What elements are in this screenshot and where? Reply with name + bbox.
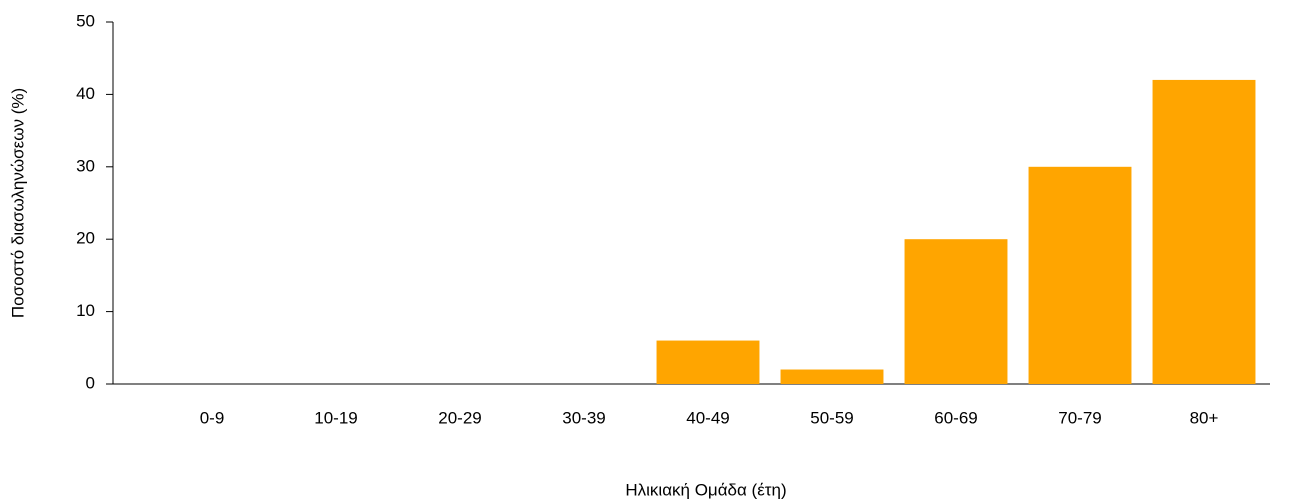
bar [904,239,1008,384]
bar [656,340,760,384]
bar [780,369,884,384]
x-tick-label: 0-9 [200,408,225,427]
x-tick-label: 80+ [1190,408,1219,427]
y-tick-label: 50 [76,11,95,30]
y-tick-label: 0 [86,373,95,392]
y-tick-label: 20 [76,229,95,248]
x-tick-label: 20-29 [438,408,481,427]
x-tick-label: 40-49 [686,408,729,427]
bar [1028,166,1132,384]
x-tick-label: 10-19 [314,408,357,427]
y-tick-label: 40 [76,84,95,103]
x-tick-label: 60-69 [934,408,977,427]
x-axis-label: Ηλικιακή Ομάδα (έτη) [625,480,786,499]
y-axis-label: Ποσοστό διασωληνώσεων (%) [8,88,27,318]
x-tick-label: 50-59 [810,408,853,427]
bar [1152,79,1256,385]
y-tick-label: 10 [76,301,95,320]
x-tick-label: 30-39 [562,408,605,427]
x-tick-label: 70-79 [1058,408,1101,427]
y-tick-label: 30 [76,156,95,175]
